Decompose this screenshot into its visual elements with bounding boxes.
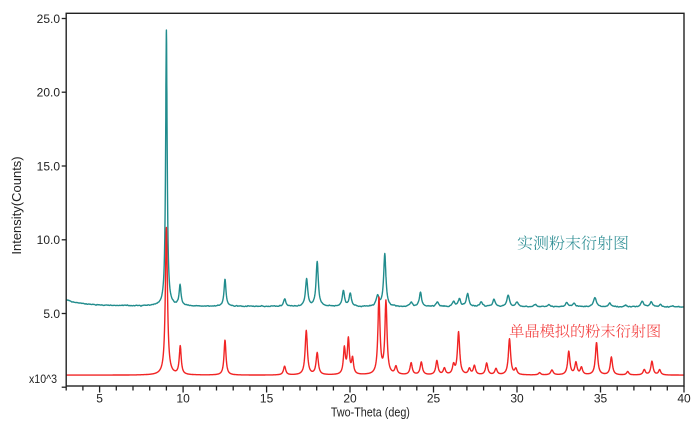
svg-text:10: 10 <box>176 392 190 406</box>
svg-text:Two-Theta (deg): Two-Theta (deg) <box>331 405 410 420</box>
svg-text:40: 40 <box>677 392 691 406</box>
svg-text:5: 5 <box>96 392 103 406</box>
svg-text:15: 15 <box>260 392 274 406</box>
svg-text:10.0: 10.0 <box>37 233 61 247</box>
svg-text:30: 30 <box>510 392 524 406</box>
svg-text:35: 35 <box>594 392 608 406</box>
svg-text:5.0: 5.0 <box>43 307 60 321</box>
svg-text:20.0: 20.0 <box>37 86 61 100</box>
svg-text:25.0: 25.0 <box>37 12 61 26</box>
svg-text:15.0: 15.0 <box>37 159 61 173</box>
svg-text:20: 20 <box>343 392 357 406</box>
svg-text:x10^3: x10^3 <box>29 372 57 386</box>
svg-text:Intensity(Counts): Intensity(Counts) <box>9 156 24 254</box>
svg-text:25: 25 <box>427 392 441 406</box>
